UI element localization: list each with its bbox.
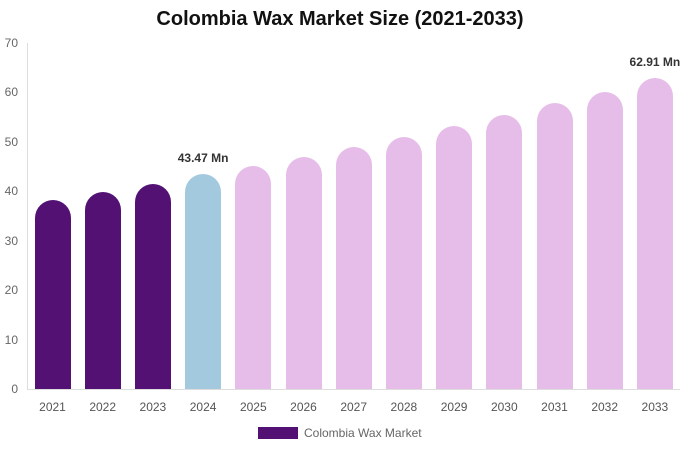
y-tick-label: 60 [4,85,18,100]
x-tick-label: 2021 [39,400,66,414]
x-tick-label: 2029 [440,400,468,414]
y-tick-label: 20 [4,283,18,298]
legend-label: Colombia Wax Market [304,426,422,440]
chart-title: Colombia Wax Market Size (2021-2033) [156,8,524,30]
x-tick-label: 2022 [89,400,117,414]
bar-2032[interactable] [586,91,623,389]
x-tick-label: 2024 [189,400,217,414]
bar-2028[interactable] [385,136,422,389]
bar-2029[interactable] [436,126,473,389]
x-tick-label: 2030 [490,400,518,414]
y-tick-label: 70 [4,36,18,50]
bar-2023[interactable] [134,183,171,389]
bar-2024[interactable] [185,174,222,389]
bar-2025[interactable] [235,166,272,389]
legend-swatch [258,427,298,439]
y-tick-label: 50 [4,134,18,149]
bar-2027[interactable] [335,146,372,389]
x-tick-label: 2025 [239,400,267,414]
bar-2022[interactable] [84,191,121,389]
x-tick-label: 2023 [139,400,167,414]
bar-2030[interactable] [486,114,523,389]
legend[interactable]: Colombia Wax Market [258,426,422,440]
x-axis-line [27,389,680,390]
bar-2033[interactable] [636,78,673,389]
x-tick-label: 2026 [290,400,317,414]
bar-2021[interactable] [34,199,71,389]
y-axis-line [27,43,28,389]
x-tick-label: 2031 [541,400,568,414]
x-tick-label: 2027 [340,400,368,414]
bar-2026[interactable] [285,156,322,389]
y-tick-label: 0 [11,382,18,396]
x-tick-label: 2028 [390,400,418,414]
data-label-2033: 62.91 Mn [629,55,680,70]
y-tick-label: 30 [4,233,18,248]
y-tick-label: 10 [4,332,18,347]
x-tick-label: 2033 [641,400,669,414]
bar-2031[interactable] [536,102,573,389]
y-tick-label: 40 [4,184,18,199]
x-tick-label: 2032 [591,400,619,414]
data-label-2024: 43.47 Mn [177,151,229,166]
